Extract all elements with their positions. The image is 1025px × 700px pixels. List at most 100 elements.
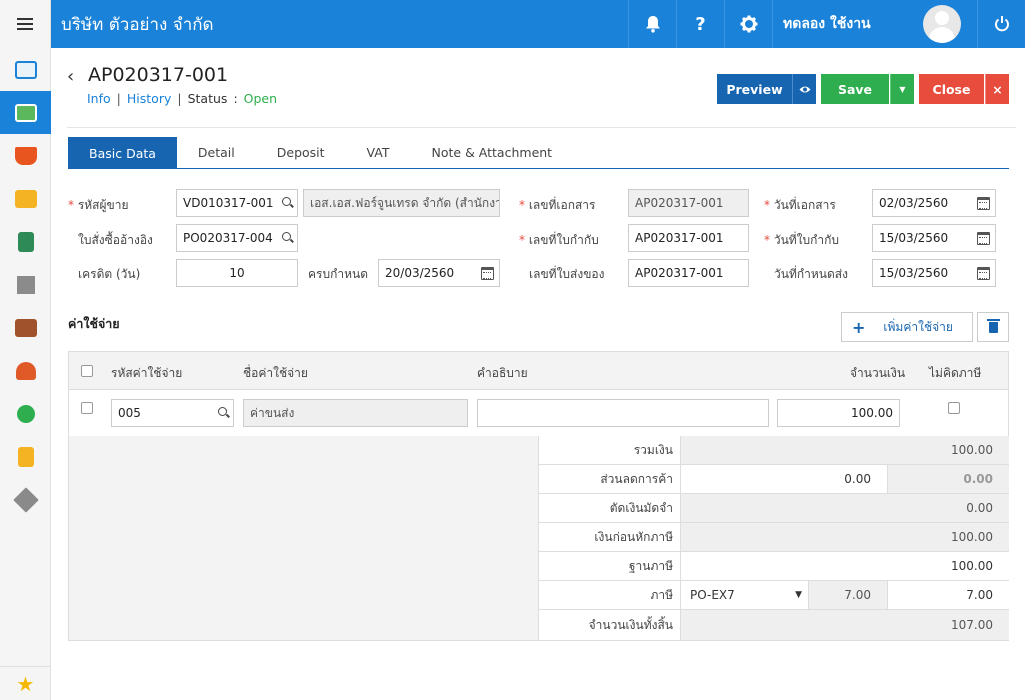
menu-icon[interactable] xyxy=(0,0,51,48)
before-tax-value: 100.00 xyxy=(681,523,1009,551)
vendor-code-label: รหัสผู้ขาย xyxy=(68,196,129,215)
add-expense-button[interactable]: + เพิ่มค่าใช้จ่าย xyxy=(841,312,973,342)
preview-button[interactable]: Preview xyxy=(717,74,792,104)
bank-icon xyxy=(16,275,35,294)
invoice-date-value: 15/03/2560 xyxy=(879,231,949,245)
back-chevron-icon[interactable]: ‹ xyxy=(67,66,75,87)
col-no-tax: ไม่คิดภาษี xyxy=(929,366,982,380)
money-icon xyxy=(14,103,37,122)
tab-vat[interactable]: VAT xyxy=(366,145,390,160)
description-input[interactable] xyxy=(477,399,769,427)
sidebar-item-accounting[interactable] xyxy=(0,220,51,263)
deposit-label: ตัดเงินมัดจำ xyxy=(539,494,681,522)
sidebar-item-purchase[interactable] xyxy=(0,134,51,177)
gear-icon[interactable] xyxy=(724,0,772,48)
info-link[interactable]: Info xyxy=(87,91,111,106)
po-ref-value: PO020317-004 xyxy=(183,231,273,245)
expense-table: รหัสค่าใช้จ่าย ชื่อค่าใช้จ่าย คำอธิบาย จ… xyxy=(68,351,1009,437)
sidebar-item-expenses[interactable] xyxy=(0,91,51,134)
summary-row-total: รวมเงิน 100.00 xyxy=(539,436,1009,465)
invoice-no-input[interactable]: AP020317-001 xyxy=(628,224,749,252)
tax-base-label: ฐานภาษี xyxy=(539,552,681,580)
delivery-date-value: 15/03/2560 xyxy=(879,266,949,280)
search-icon[interactable] xyxy=(282,232,291,241)
tax-code-select[interactable]: PO-EX7 ▼ xyxy=(681,581,809,609)
po-ref-input[interactable]: PO020317-004 xyxy=(176,224,298,252)
tab-detail[interactable]: Detail xyxy=(197,145,235,160)
tax-base-input[interactable]: 100.00 xyxy=(951,559,993,573)
invoice-date-input[interactable]: 15/03/2560 xyxy=(872,224,996,252)
avatar[interactable] xyxy=(923,5,961,43)
user-menu[interactable]: ทดลอง ใช้งาน xyxy=(772,0,977,48)
bell-icon[interactable] xyxy=(628,0,676,48)
invoice-date-label: วันที่ใบกำกับ xyxy=(764,231,839,250)
history-link[interactable]: History xyxy=(126,91,172,106)
divider xyxy=(67,127,1016,128)
calendar-icon[interactable] xyxy=(481,267,494,280)
row-checkbox[interactable] xyxy=(81,402,93,414)
credit-input[interactable]: 10 xyxy=(176,259,298,287)
delivery-no-input[interactable]: AP020317-001 xyxy=(628,259,749,287)
sidebar-item-tools[interactable] xyxy=(0,478,51,521)
deposit-value: 0.00 xyxy=(681,494,1009,522)
tax-amount-input[interactable]: 7.00 xyxy=(966,588,993,602)
search-icon[interactable] xyxy=(282,197,291,206)
tab-deposit[interactable]: Deposit xyxy=(276,145,325,160)
discount-input[interactable]: 0.00 xyxy=(681,465,888,493)
tab-basic-data[interactable]: Basic Data xyxy=(68,137,177,169)
wallet-icon xyxy=(14,318,37,337)
sidebar: ★ xyxy=(0,48,51,700)
top-bar: บริษัท ตัวอย่าง จำกัด ? ทดลอง ใช้งาน xyxy=(0,0,1025,48)
tools-icon xyxy=(12,486,39,513)
calendar-icon[interactable] xyxy=(977,197,990,210)
col-description: คำอธิบาย xyxy=(477,366,528,380)
calendar-icon[interactable] xyxy=(977,267,990,280)
help-icon[interactable]: ? xyxy=(676,0,724,48)
amount-input[interactable]: 100.00 xyxy=(777,399,900,427)
no-tax-checkbox[interactable] xyxy=(948,402,960,414)
summary-row-discount: ส่วนลดการค้า 0.00 0.00 xyxy=(539,465,1009,494)
save-dropdown-icon[interactable]: ▼ xyxy=(890,74,914,104)
col-amount: จำนวนเงิน xyxy=(850,366,906,380)
table-header: รหัสค่าใช้จ่าย ชื่อค่าใช้จ่าย คำอธิบาย จ… xyxy=(69,352,1008,390)
sidebar-item-wallet[interactable] xyxy=(0,306,51,349)
delivery-date-input[interactable]: 15/03/2560 xyxy=(872,259,996,287)
expense-code-input[interactable]: 005 xyxy=(111,399,234,427)
delete-button[interactable] xyxy=(977,312,1009,342)
eye-icon[interactable] xyxy=(792,74,816,104)
close-icon[interactable]: × xyxy=(985,74,1009,104)
add-expense-label: เพิ่มค่าใช้จ่าย xyxy=(883,319,953,334)
save-button[interactable]: Save xyxy=(821,74,889,104)
select-all-checkbox[interactable] xyxy=(81,365,93,377)
chevron-down-icon: ▼ xyxy=(795,590,802,600)
sidebar-item-dashboard[interactable] xyxy=(0,48,51,91)
sidebar-item-transfer[interactable] xyxy=(0,435,51,478)
sidebar-item-contacts[interactable] xyxy=(0,349,51,392)
close-button[interactable]: Close xyxy=(919,74,984,104)
meta-separator: | xyxy=(177,91,182,106)
doc-date-value: 02/03/2560 xyxy=(879,196,949,210)
check-icon xyxy=(16,404,35,423)
search-icon[interactable] xyxy=(218,407,227,416)
doc-date-input[interactable]: 02/03/2560 xyxy=(872,189,996,217)
tab-note-attachment[interactable]: Note & Attachment xyxy=(431,145,553,160)
cart-icon xyxy=(14,146,37,165)
summary-row-before-tax: เงินก่อนหักภาษี 100.00 xyxy=(539,523,1009,552)
expense-name-field: ค่าขนส่ง xyxy=(243,399,468,427)
due-date-input[interactable]: 20/03/2560 xyxy=(378,259,500,287)
calendar-icon[interactable] xyxy=(977,232,990,245)
credit-label: เครดิต (วัน) xyxy=(78,267,141,281)
tab-bar: Basic Data Detail Deposit VAT Note & Att… xyxy=(68,137,1009,169)
sidebar-item-bank[interactable] xyxy=(0,263,51,306)
favorites-star-icon[interactable]: ★ xyxy=(0,666,51,700)
summary-row-tax: ภาษี PO-EX7 ▼ 7.00 7.00 xyxy=(539,581,1009,610)
invoice-no-label: เลขที่ใบกำกับ xyxy=(519,231,599,250)
sidebar-item-approval[interactable] xyxy=(0,392,51,435)
grand-total-value: 107.00 xyxy=(681,610,1009,640)
doc-date-label: วันที่เอกสาร xyxy=(764,196,836,215)
due-date-value: 20/03/2560 xyxy=(385,266,455,280)
tax-label: ภาษี xyxy=(539,581,681,609)
vendor-code-input[interactable]: VD010317-001 xyxy=(176,189,298,217)
power-icon[interactable] xyxy=(977,0,1025,48)
sidebar-item-inventory[interactable] xyxy=(0,177,51,220)
